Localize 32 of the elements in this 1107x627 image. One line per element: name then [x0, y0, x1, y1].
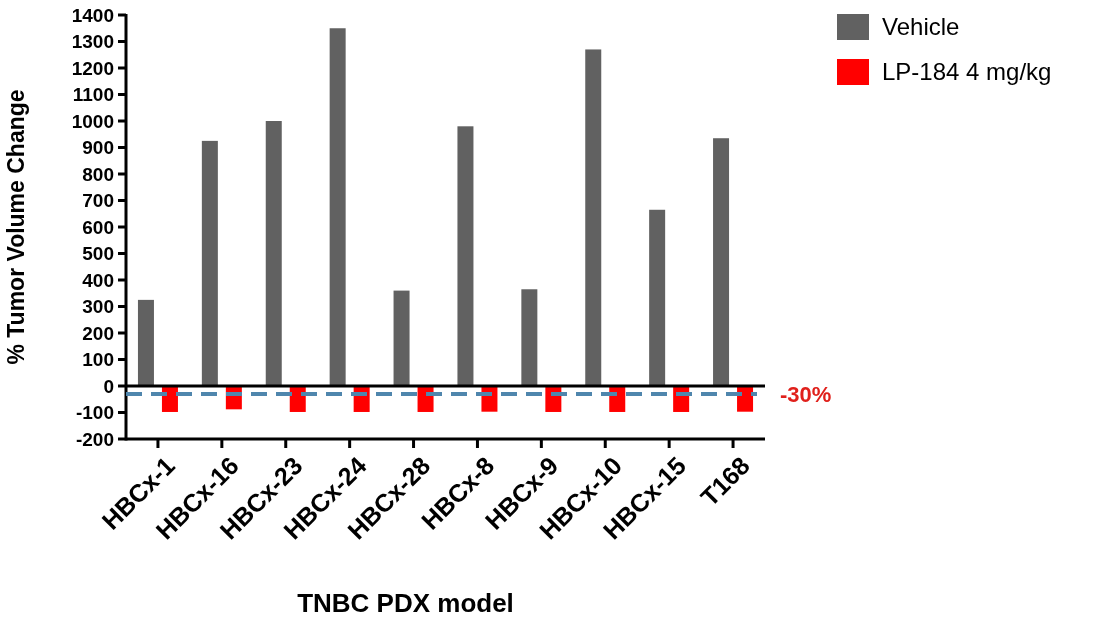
- y-tick-label: 900: [82, 137, 114, 159]
- y-tick-label: 1400: [71, 4, 114, 26]
- ref-line-label: -30%: [780, 381, 832, 407]
- bar: [457, 126, 474, 386]
- y-tick-label: 600: [82, 216, 114, 238]
- y-tick-label: 700: [82, 190, 114, 212]
- y-tick-label: 1100: [72, 84, 114, 106]
- y-tick-label: 200: [82, 322, 114, 344]
- bar: [201, 140, 218, 386]
- legend-label: LP-184 4 mg/kg: [882, 58, 1052, 86]
- y-tick-label: 400: [82, 269, 114, 291]
- y-tick-label: 1200: [71, 57, 114, 79]
- y-tick-label: -200: [75, 428, 114, 450]
- bar: [329, 28, 346, 386]
- x-axis-title: TNBC PDX model: [297, 588, 514, 618]
- y-tick-label: 500: [82, 243, 114, 265]
- y-tick-label: 1300: [71, 31, 114, 53]
- bar: [265, 121, 282, 386]
- bar: [649, 209, 666, 386]
- legend-label: Vehicle: [882, 13, 960, 41]
- y-tick-label: -100: [75, 402, 114, 424]
- y-axis-title: % Tumor Volume Change: [3, 89, 29, 365]
- y-tick-label: 300: [82, 296, 114, 318]
- bar: [521, 289, 538, 386]
- y-tick-label: 100: [82, 349, 114, 371]
- y-tick-label: 1000: [71, 110, 114, 132]
- bar: [713, 138, 730, 386]
- bar: [137, 299, 154, 386]
- bar: [393, 290, 410, 386]
- bar: [585, 49, 602, 386]
- y-tick-label: 0: [103, 375, 114, 397]
- y-tick-label: 800: [82, 163, 114, 185]
